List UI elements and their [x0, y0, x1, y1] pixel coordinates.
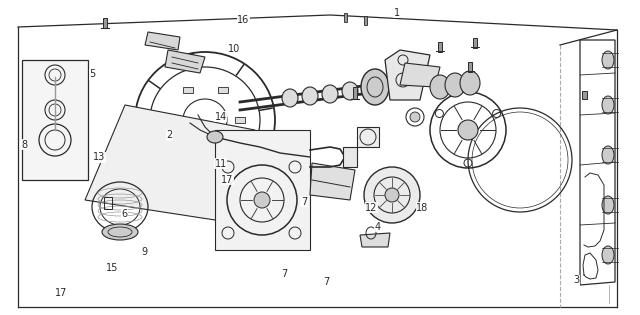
Ellipse shape [187, 140, 223, 170]
Bar [344, 13, 346, 21]
Ellipse shape [361, 69, 389, 105]
Polygon shape [145, 32, 180, 50]
Bar [357, 127, 379, 147]
Text: 6: 6 [122, 209, 128, 219]
Ellipse shape [282, 89, 298, 107]
Ellipse shape [602, 196, 614, 214]
Ellipse shape [364, 167, 420, 223]
Polygon shape [310, 163, 355, 200]
Polygon shape [85, 105, 255, 220]
Ellipse shape [102, 224, 138, 240]
Bar [582, 91, 586, 99]
Bar [438, 42, 442, 52]
Bar [468, 62, 472, 72]
Text: 3: 3 [573, 275, 579, 285]
Text: 5: 5 [90, 69, 96, 79]
Bar [165, 117, 175, 123]
Ellipse shape [602, 51, 614, 69]
Bar [353, 87, 357, 99]
Text: 8: 8 [21, 140, 28, 150]
Ellipse shape [602, 146, 614, 164]
Polygon shape [215, 130, 310, 250]
Bar [473, 38, 477, 48]
Text: 9: 9 [141, 247, 147, 257]
Text: 17: 17 [221, 175, 234, 185]
Ellipse shape [322, 85, 338, 103]
Bar [103, 18, 107, 28]
Bar [235, 117, 245, 123]
Bar [104, 197, 112, 209]
Text: 14: 14 [214, 112, 227, 122]
Text: 7: 7 [301, 197, 307, 207]
Text: 2: 2 [166, 130, 173, 140]
Text: 7: 7 [282, 269, 288, 279]
Text: 16: 16 [237, 15, 250, 26]
Polygon shape [360, 233, 390, 247]
Polygon shape [385, 50, 430, 100]
Polygon shape [22, 60, 88, 180]
Text: 11: 11 [214, 159, 227, 169]
Ellipse shape [342, 82, 358, 100]
Bar [218, 147, 227, 153]
Bar [343, 147, 357, 167]
Ellipse shape [302, 87, 318, 105]
Ellipse shape [385, 188, 399, 202]
Ellipse shape [430, 75, 450, 99]
Bar [182, 147, 193, 153]
Text: 4: 4 [374, 222, 381, 232]
Polygon shape [400, 63, 440, 87]
Ellipse shape [602, 246, 614, 264]
Text: 1: 1 [394, 8, 400, 18]
Bar [195, 149, 215, 161]
Ellipse shape [445, 73, 465, 97]
Text: 15: 15 [106, 263, 118, 273]
Text: 13: 13 [93, 152, 106, 163]
Ellipse shape [254, 192, 270, 208]
Ellipse shape [410, 112, 420, 122]
Bar [218, 87, 227, 93]
Text: 10: 10 [227, 44, 240, 54]
Text: 18: 18 [416, 203, 429, 213]
Text: 12: 12 [365, 203, 378, 213]
Ellipse shape [602, 96, 614, 114]
Ellipse shape [458, 120, 478, 140]
Ellipse shape [207, 131, 223, 143]
Polygon shape [165, 50, 205, 73]
Ellipse shape [460, 71, 480, 95]
Bar [364, 15, 367, 25]
Bar [182, 87, 193, 93]
Text: 17: 17 [54, 288, 67, 298]
Text: 7: 7 [323, 277, 330, 287]
